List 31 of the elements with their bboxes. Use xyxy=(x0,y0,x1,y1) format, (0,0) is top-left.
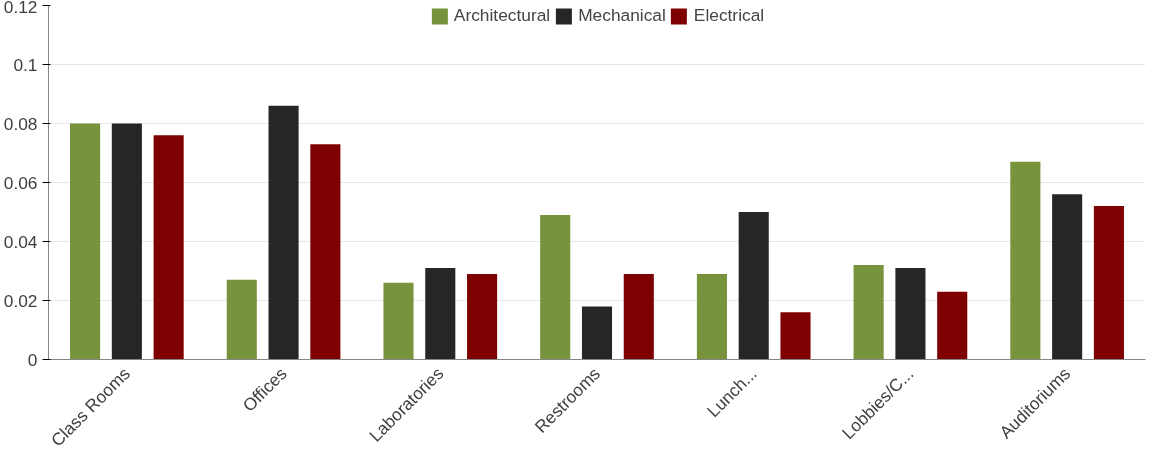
bar xyxy=(1093,206,1124,360)
y-tick-label: 0.08 xyxy=(3,113,38,134)
bar xyxy=(226,279,257,360)
bar xyxy=(153,135,184,360)
bar xyxy=(111,123,142,360)
bar xyxy=(780,312,811,360)
bar xyxy=(581,306,613,360)
legend-label: Mechanical xyxy=(578,5,666,26)
bar xyxy=(623,273,654,360)
bar xyxy=(425,268,456,360)
bar xyxy=(1052,194,1083,360)
bar xyxy=(268,105,299,360)
bar xyxy=(540,214,571,360)
y-tick-label: 0.12 xyxy=(3,0,38,17)
bar xyxy=(895,268,926,360)
y-tick-label: 0.02 xyxy=(3,290,38,311)
bar xyxy=(310,144,341,360)
legend-label: Electrical xyxy=(693,5,765,26)
legend-label: Architectural xyxy=(453,5,551,26)
bar xyxy=(738,212,769,360)
bar xyxy=(853,265,884,360)
bar xyxy=(937,291,968,360)
bar xyxy=(696,273,727,360)
y-tick-label: 0.06 xyxy=(3,172,38,193)
bar xyxy=(70,123,101,360)
bar xyxy=(1010,161,1041,360)
bar xyxy=(467,273,498,360)
y-tick-label: 0.1 xyxy=(13,54,38,75)
y-tick-label: 0.04 xyxy=(3,231,38,252)
y-tick-label: 0 xyxy=(27,349,38,370)
bar xyxy=(383,282,414,360)
